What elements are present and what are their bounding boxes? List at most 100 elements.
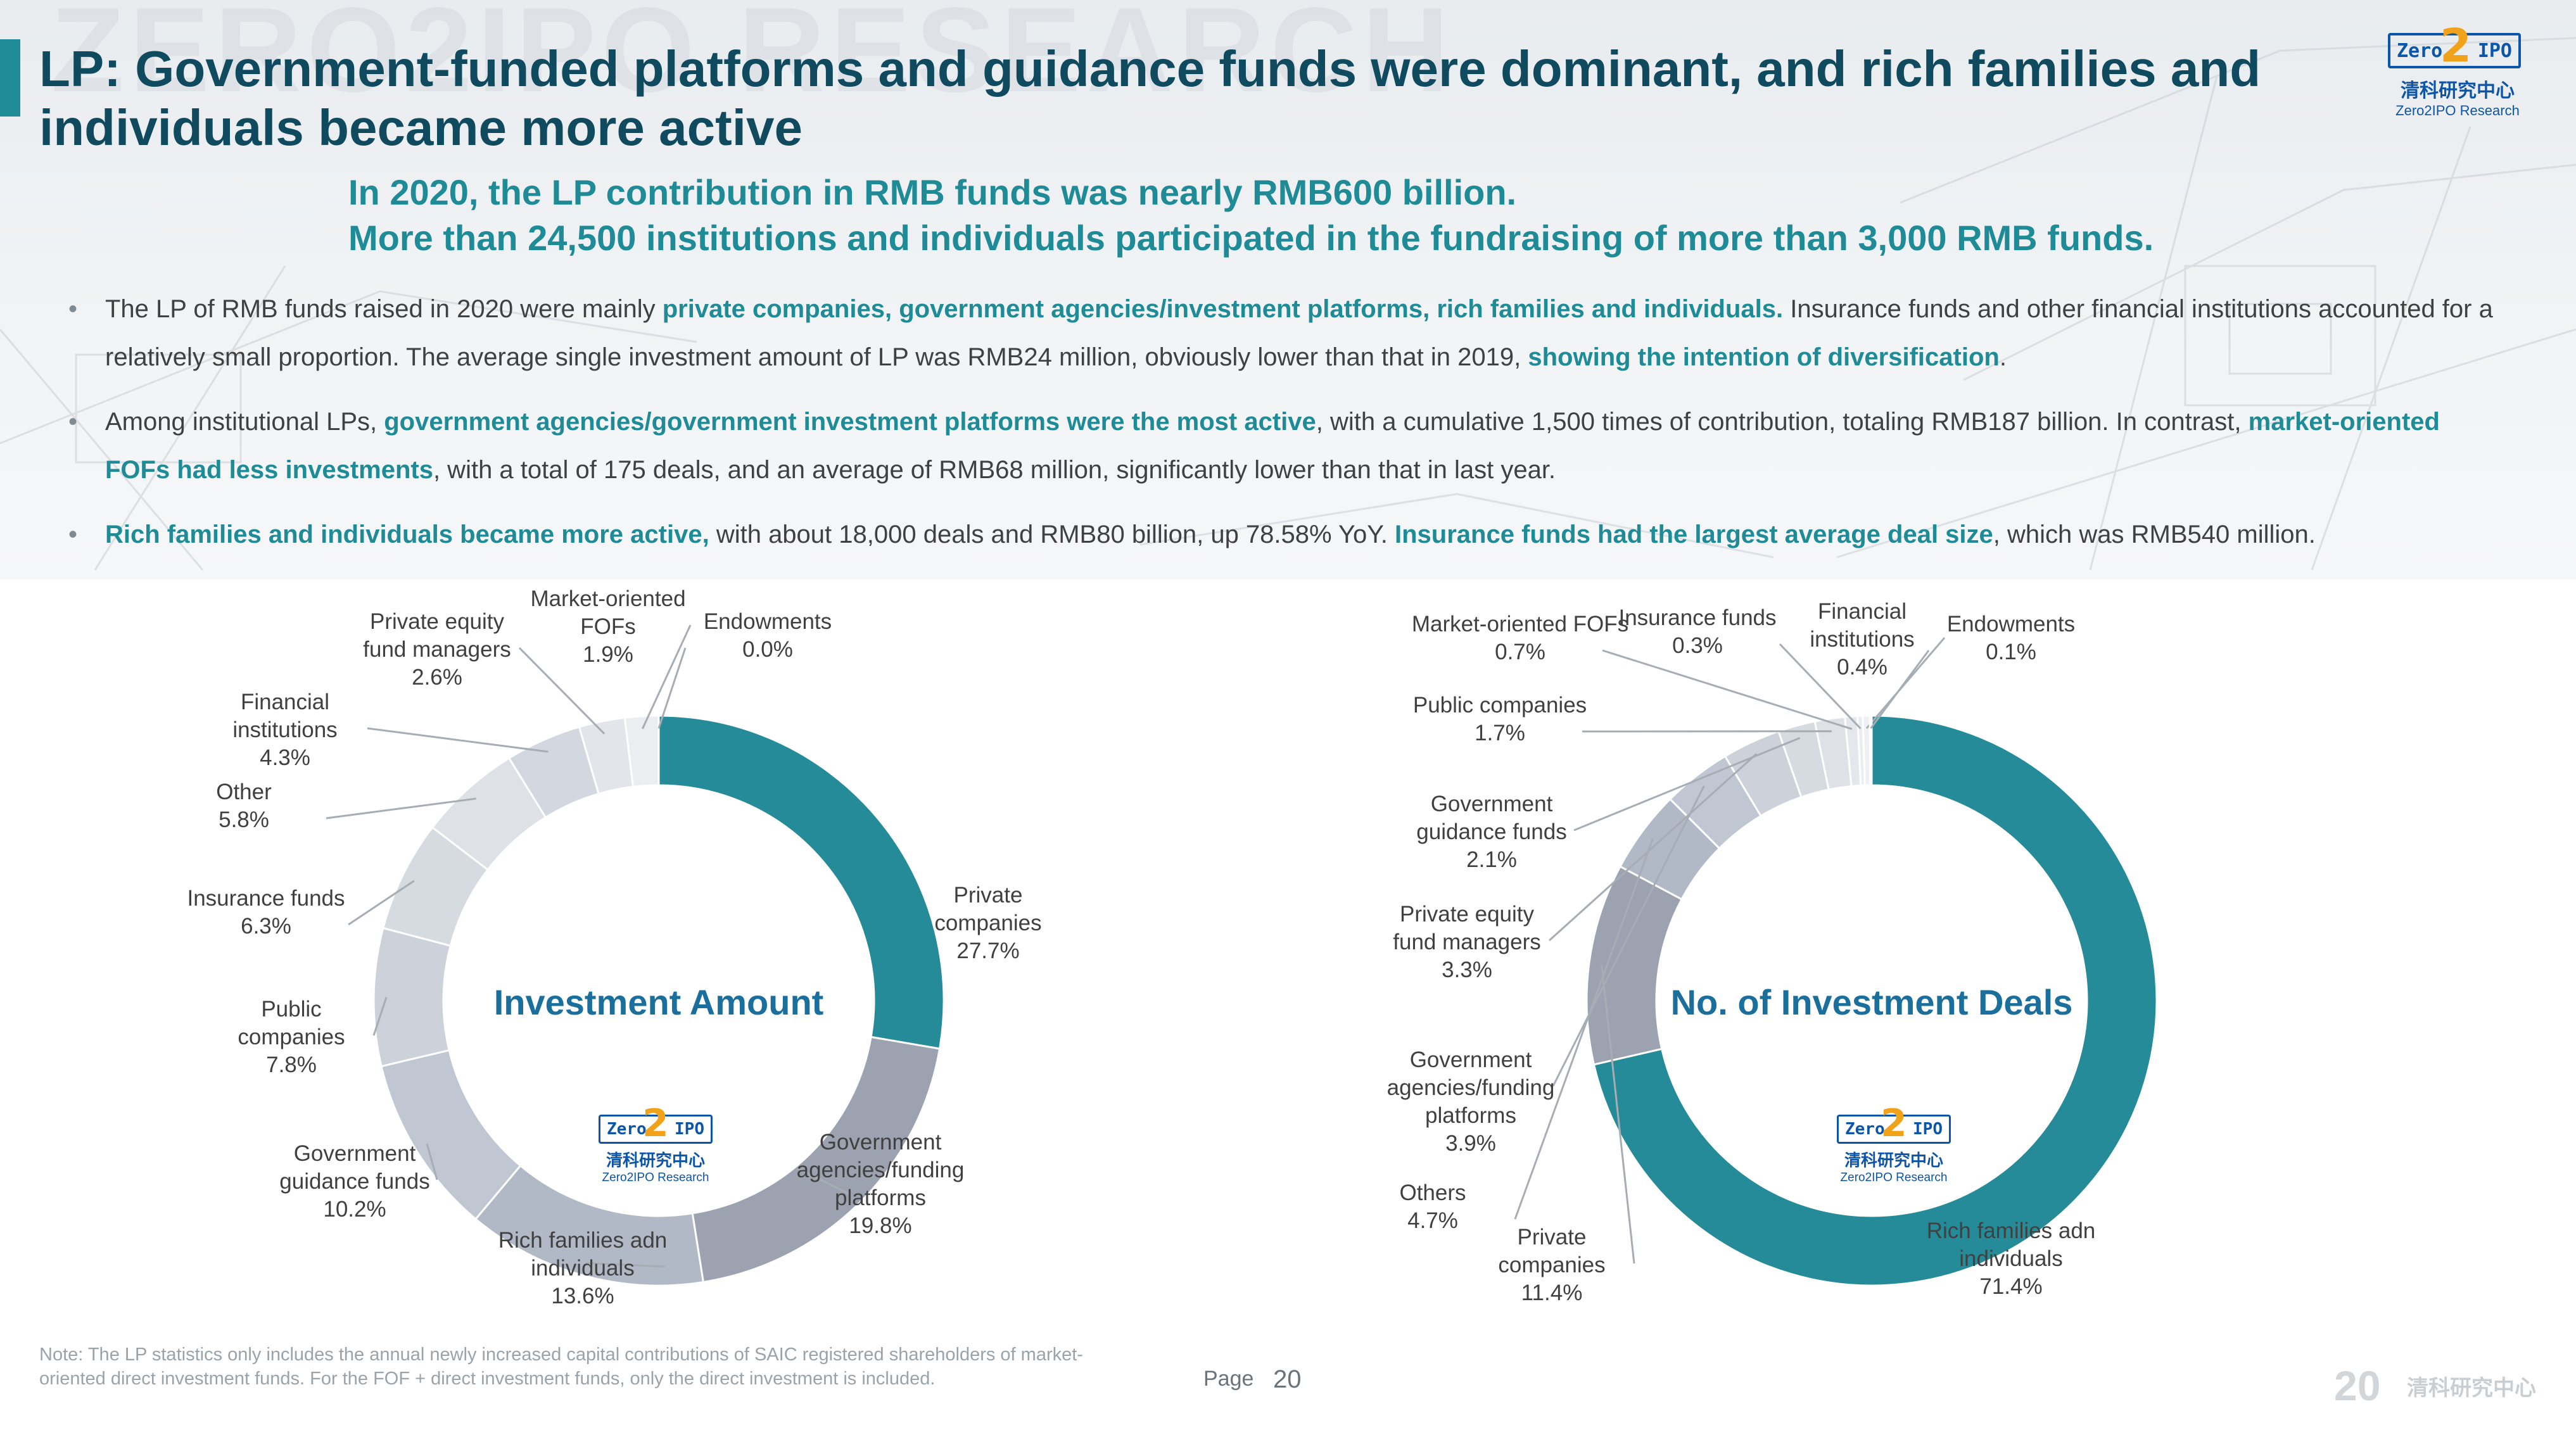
- slice-category-label: Private equity: [370, 609, 505, 634]
- slice-category-label: fund managers: [1393, 930, 1540, 954]
- leader-line: [1870, 650, 1930, 729]
- slice-category-label: Market-oriented FOFs: [1412, 612, 1628, 636]
- slice-category-label: companies: [1498, 1253, 1605, 1277]
- slice-label-insurance-funds: Insurance funds 0.3%: [1618, 605, 1776, 658]
- donut-slice-public-companies: [372, 927, 452, 1068]
- leader-line: [1601, 965, 1635, 1264]
- slice-category-label: Others: [1399, 1180, 1466, 1205]
- slice-category-label: Rich families adn: [1927, 1218, 2096, 1243]
- charts-area: Private companies 27.7% Government agencies/…: [187, 586, 2158, 1308]
- bullet-item-2: • Among institutional LPs, government age…: [63, 398, 2508, 494]
- logo-mark: Zero 2 IPO: [1837, 1101, 1951, 1146]
- logo-mark-right: IPO: [2477, 39, 2512, 62]
- slice-label-other: Other 5.8%: [216, 780, 272, 832]
- bullet-dot-icon: •: [68, 521, 78, 548]
- leader-line: [586, 1262, 666, 1268]
- slice-category-label: agencies/funding: [797, 1158, 965, 1182]
- leader-line: [518, 647, 606, 735]
- chart-center-logo: Zero 2 IPO 清科研究中心 Zero2IPO Research: [595, 1101, 716, 1185]
- slice-category-label: individuals: [1959, 1246, 2062, 1271]
- slice-label-insurance-funds: Insurance funds 6.3%: [187, 886, 345, 939]
- slice-category-label: Financial: [241, 690, 329, 714]
- brand-logo: Zero 2 IPO 清科研究中心 Zero2IPO Research: [2388, 19, 2540, 128]
- logo-mark-digit: 2: [2440, 19, 2472, 72]
- slice-value-label: 13.6%: [551, 1284, 614, 1308]
- leader-line: [372, 997, 388, 1036]
- bullet-dot-icon: •: [68, 408, 78, 436]
- logo-mark-left: Zero: [1845, 1120, 1885, 1139]
- leader-line: [348, 880, 415, 926]
- logo-mark-left: Zero: [2397, 39, 2443, 62]
- slice-category-label: Government: [1431, 792, 1553, 816]
- slice-label-rich-families-adn-individuals: Rich families adn individuals 71.4%: [1927, 1218, 2096, 1299]
- slice-value-label: 2.1%: [1466, 847, 1517, 872]
- slice-category-label: Rich families adn: [498, 1228, 668, 1253]
- slice-category-label: Insurance funds: [187, 886, 345, 911]
- bullet-text: , with a total of 175 deals, and an aver…: [433, 456, 1556, 484]
- logo-en-text: Zero2IPO Research: [2395, 103, 2520, 118]
- logo-mark-digit: 2: [1881, 1101, 1907, 1146]
- donut-slice-rich-families-adn-individuals: [1592, 714, 2158, 1287]
- slice-category-label: institutions: [1810, 627, 1914, 652]
- bullet-text: Insurance funds and other financial inst…: [105, 295, 2493, 371]
- bullet-text: with about 18,000 deals and RMB80 billio…: [709, 521, 1395, 548]
- logo-mark-left: Zero: [607, 1120, 647, 1139]
- bullet-text: The LP of RMB funds raised in 2020 were …: [105, 295, 663, 323]
- slice-label-financial-institutions: Financial institutions 4.3%: [232, 690, 337, 770]
- slice-value-label: 4.7%: [1407, 1208, 1458, 1233]
- blueprint-background: [0, 37, 2576, 571]
- chart-title: Investment Amount: [494, 982, 824, 1022]
- logo-en-text: Zero2IPO Research: [602, 1171, 709, 1184]
- logo-cn-text: 清科研究中心: [2401, 80, 2515, 101]
- leader-line: [326, 797, 476, 819]
- slice-category-label: platforms: [1425, 1103, 1516, 1128]
- watermark: ZERO2IPO RESEARCH: [51, 0, 1454, 117]
- slice-category-label: Public companies: [1413, 693, 1587, 718]
- slice-value-label: 71.4%: [1979, 1274, 2042, 1299]
- leader-line: [1552, 785, 1705, 1087]
- slice-value-label: 3.3%: [1442, 958, 1492, 982]
- slice-value-label: 0.3%: [1672, 633, 1723, 658]
- chart-title: No. of Investment Deals: [1671, 982, 2073, 1022]
- slice-label-government-guidance-funds: Government guidance funds 2.1%: [1416, 792, 1566, 872]
- slice-value-label: 6.3%: [241, 914, 291, 939]
- slice-category-label: companies: [934, 911, 1041, 935]
- leader-line: [1514, 838, 1654, 1220]
- title-accent-bar: [0, 39, 20, 117]
- slice-value-label: 3.9%: [1445, 1131, 1496, 1156]
- footer-brand-text: 清科研究中心: [2407, 1376, 2536, 1400]
- subtitle: In 2020, the LP contribution in RMB fund…: [348, 170, 2154, 261]
- logo-mark-right: IPO: [675, 1120, 704, 1139]
- bullet-list: • The LP of RMB funds raised in 2020 were…: [63, 285, 2508, 575]
- page-number: 20: [1273, 1365, 1302, 1393]
- investment-amount-donut: Private companies 27.7% Government agencies/…: [187, 586, 1041, 1308]
- slice-category-label: Government: [1410, 1047, 1532, 1072]
- slice-value-label: 4.3%: [260, 745, 310, 770]
- slice-category-label: companies: [238, 1025, 345, 1049]
- bullet-text: Among institutional LPs,: [105, 408, 384, 436]
- slice-category-label: guidance funds: [1416, 819, 1566, 844]
- slice-value-label: 5.8%: [219, 807, 269, 832]
- logo-mark-right: IPO: [1913, 1120, 1943, 1139]
- bullet-text: , with a cumulative 1,500 times of contr…: [1316, 408, 2249, 436]
- slice-category-label: fund managers: [363, 637, 511, 662]
- slice-category-label: Endowments: [704, 609, 832, 634]
- page-title: LP: Government-funded platforms and guid…: [39, 41, 2261, 156]
- slice-category-label: FOFs: [580, 614, 635, 639]
- slice-label-rich-families-adn-individuals: Rich families adn individuals 13.6%: [498, 1228, 668, 1308]
- logo-cn-text: 清科研究中心: [606, 1151, 705, 1170]
- chart-center-logo: Zero 2 IPO 清科研究中心 Zero2IPO Research: [1834, 1101, 1954, 1185]
- slice-value-label: 0.4%: [1837, 655, 1888, 680]
- slice-label-private-companies: Private companies 27.7%: [934, 883, 1041, 963]
- slice-category-label: agencies/funding: [1387, 1075, 1555, 1100]
- leader-line: [426, 1143, 438, 1180]
- slice-category-label: individuals: [531, 1256, 634, 1281]
- slice-category-label: Private: [954, 883, 1023, 908]
- slice-label-private-companies: Private companies 11.4%: [1498, 1225, 1605, 1305]
- slice-label-market-oriented-fofs: Market-oriented FOFs 1.9%: [530, 586, 685, 667]
- slice-category-label: institutions: [232, 718, 337, 742]
- logo-mark-digit: 2: [642, 1101, 669, 1146]
- leader-line: [641, 624, 692, 730]
- bullet-text: .: [1999, 343, 2007, 371]
- slice-category-label: Private equity: [1400, 902, 1535, 927]
